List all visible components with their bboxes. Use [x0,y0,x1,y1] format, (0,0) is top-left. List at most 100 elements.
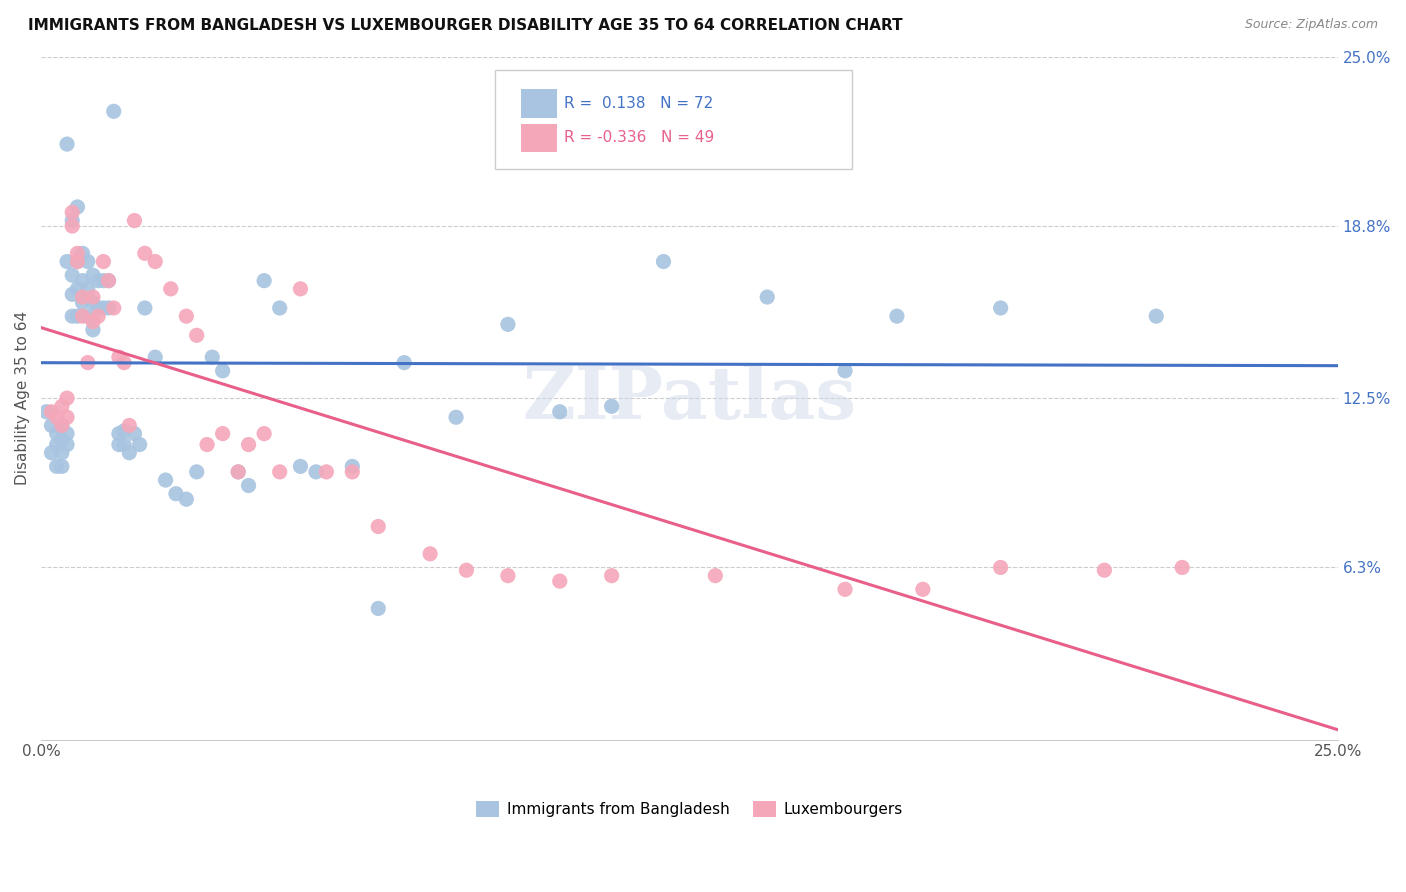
Point [124,426,146,441]
Point [97,274,120,288]
Text: R = -0.336   N = 49: R = -0.336 N = 49 [564,130,714,145]
Point [226,465,249,479]
Point [444,410,467,425]
Point [108,437,131,451]
Point [238,437,260,451]
Point [253,274,276,288]
Point [87,274,110,288]
Point [211,364,233,378]
Point [238,478,260,492]
Point [269,465,291,479]
Point [118,446,141,460]
Point [990,560,1012,574]
Point [226,465,249,479]
Point [1144,309,1167,323]
Point [51,459,73,474]
Point [72,246,94,260]
Point [165,486,187,500]
Point [45,459,67,474]
Point [496,318,519,332]
Point [118,418,141,433]
Point [600,568,623,582]
Point [186,328,208,343]
Point [97,301,120,315]
Point [60,219,83,233]
Point [60,213,83,227]
Point [108,350,131,364]
Point [211,426,233,441]
Point [143,254,166,268]
Point [60,309,83,323]
Point [51,446,73,460]
Point [112,437,135,451]
Point [87,301,110,315]
Point [392,356,415,370]
Point [93,274,115,288]
Point [41,446,63,460]
Point [652,254,675,268]
Point [66,200,89,214]
Point [305,465,328,479]
Point [186,465,208,479]
Bar [520,124,557,153]
Point [756,290,779,304]
Point [124,213,146,227]
Point [82,290,104,304]
Point [45,410,67,425]
Point [76,356,98,370]
Point [176,309,198,323]
Point [72,309,94,323]
Point [72,274,94,288]
Point [496,568,519,582]
Point [134,301,156,315]
Point [159,282,181,296]
Point [1092,563,1115,577]
Point [548,405,571,419]
Point [66,246,89,260]
Point [41,418,63,433]
Text: IMMIGRANTS FROM BANGLADESH VS LUXEMBOURGER DISABILITY AGE 35 TO 64 CORRELATION C: IMMIGRANTS FROM BANGLADESH VS LUXEMBOURG… [28,18,903,33]
Point [456,563,478,577]
Point [60,205,83,219]
Text: Source: ZipAtlas.com: Source: ZipAtlas.com [1244,18,1378,31]
Point [51,418,73,433]
Point [103,301,125,315]
Point [112,356,135,370]
Point [290,459,312,474]
Point [911,582,934,597]
Point [56,410,79,425]
Point [176,492,198,507]
Point [56,391,79,405]
Point [834,582,856,597]
Legend: Immigrants from Bangladesh, Luxembourgers: Immigrants from Bangladesh, Luxembourger… [471,795,908,823]
Point [419,547,441,561]
Text: R =  0.138   N = 72: R = 0.138 N = 72 [564,96,713,112]
Point [108,426,131,441]
Point [704,568,727,582]
Point [56,254,79,268]
Y-axis label: Disability Age 35 to 64: Disability Age 35 to 64 [15,311,30,485]
Point [367,519,389,533]
Bar [520,89,557,118]
Point [72,295,94,310]
Point [66,254,89,268]
Point [155,473,177,487]
Point [51,418,73,433]
Point [76,254,98,268]
Point [367,601,389,615]
Point [97,274,120,288]
Point [45,426,67,441]
Point [51,400,73,414]
Point [290,282,312,296]
Point [253,426,276,441]
Point [76,282,98,296]
Point [269,301,291,315]
Point [342,459,364,474]
Point [66,309,89,323]
Point [134,246,156,260]
Point [72,290,94,304]
Point [103,104,125,119]
Point [87,309,110,323]
Point [1171,560,1194,574]
Point [51,432,73,446]
